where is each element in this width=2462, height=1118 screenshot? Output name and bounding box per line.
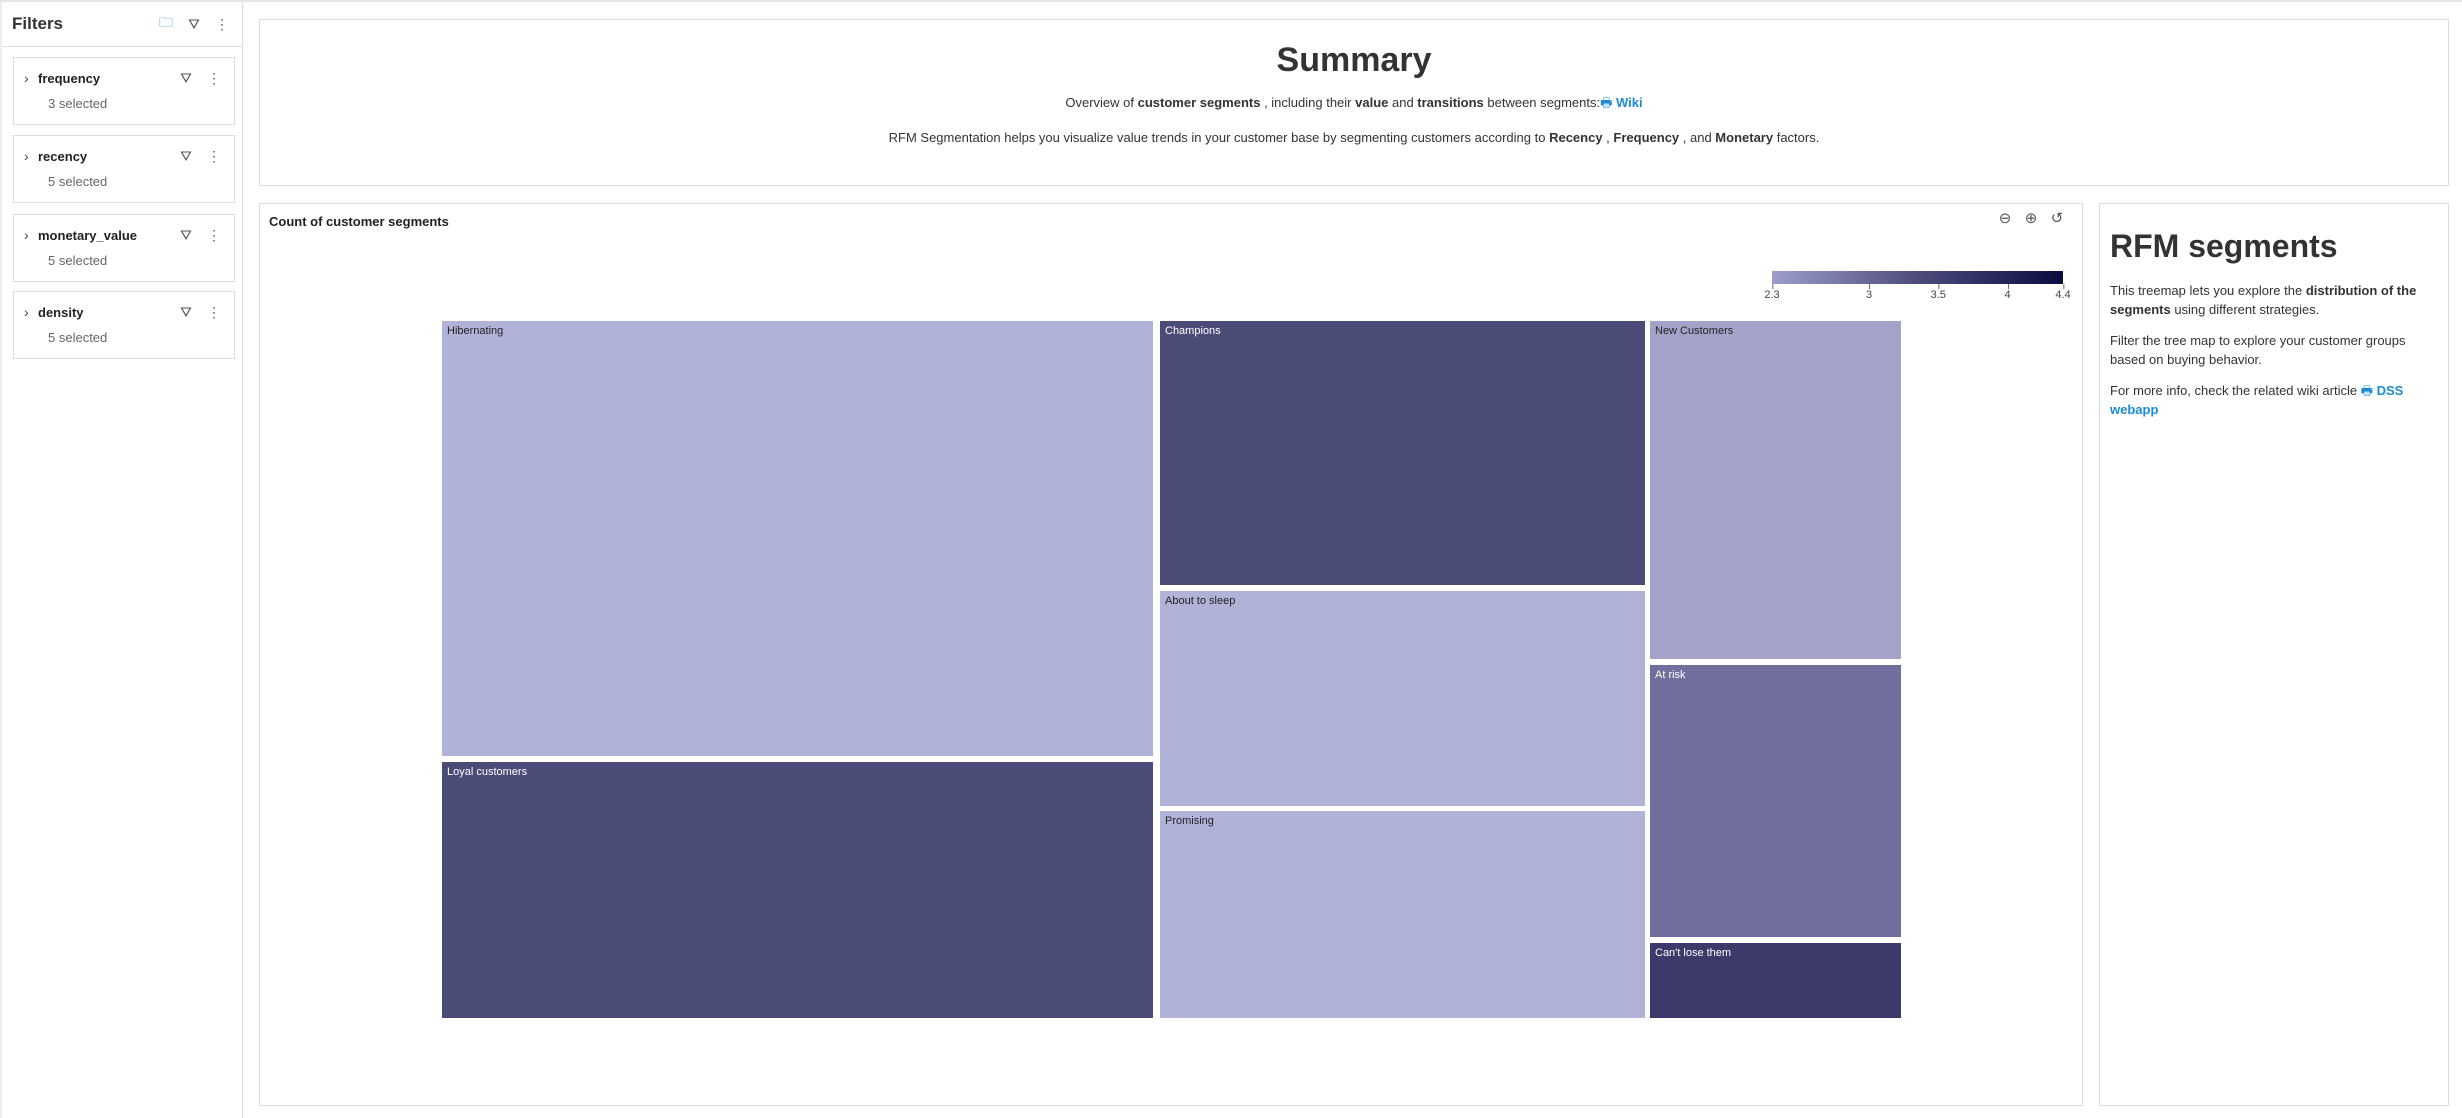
clear-filter-icon[interactable]: ⛛ — [188, 15, 200, 32]
rfm-text-2: Filter the tree map to explore your cust… — [2110, 333, 2406, 367]
folder-icon[interactable]: 🗀 — [159, 14, 173, 30]
zoom-out-icon[interactable]: ⊖ — [1998, 210, 2012, 227]
summary-overview: Overview of customer segments , includin… — [1065, 95, 1643, 110]
filters-title: Filters — [12, 14, 64, 33]
treemap-cell-can-t-lose-them[interactable]: Can't lose them — [1650, 943, 1901, 1018]
more-options-icon[interactable]: ⋮ — [207, 303, 221, 320]
filter-status: 5 selected — [48, 253, 108, 268]
cell-label: At risk — [1655, 669, 1686, 681]
filter-card-frequency[interactable]: › frequency ⛛ ⋮ 3 selected — [13, 57, 235, 125]
treemap-cell-hibernating[interactable]: Hibernating — [442, 321, 1153, 756]
wiki-link[interactable]: Wiki — [1616, 95, 1643, 110]
legend-tick: 2.3 — [1764, 284, 1780, 301]
wiki-icon: 🖶 — [2360, 383, 2377, 398]
legend-tick: 3 — [1866, 284, 1872, 301]
clear-filter-icon[interactable]: ⛛ — [180, 147, 192, 164]
top-border — [0, 0, 2462, 2]
filter-status: 3 selected — [48, 96, 108, 111]
chevron-right-icon[interactable]: › — [24, 227, 29, 243]
chart-title: Count of customer segments — [269, 214, 449, 229]
legend-tick: 4 — [2005, 284, 2011, 301]
wiki-icon: 🖶 — [1600, 95, 1617, 110]
filter-card-recency[interactable]: › recency ⛛ ⋮ 5 selected — [13, 135, 235, 203]
filter-name: monetary_value — [38, 227, 137, 243]
clear-filter-icon[interactable]: ⛛ — [180, 69, 192, 86]
cell-label: Promising — [1165, 815, 1214, 827]
treemap-cell-loyal-customers[interactable]: Loyal customers — [442, 762, 1153, 1018]
treemap-cell-at-risk[interactable]: At risk — [1650, 665, 1901, 937]
cell-label: Champions — [1165, 325, 1221, 337]
chevron-right-icon[interactable]: › — [24, 148, 29, 164]
cell-label: Loyal customers — [447, 766, 528, 778]
treemap-cell-promising[interactable]: Promising — [1160, 811, 1645, 1018]
filter-status: 5 selected — [48, 330, 108, 345]
color-legend: 2.3 3 3.5 4 4.4 — [1764, 271, 2071, 302]
summary-title: Summary — [1276, 41, 1432, 79]
more-options-icon[interactable]: ⋮ — [207, 69, 221, 86]
rfm-text-3: For more info, check the related wiki ar… — [2110, 383, 2404, 417]
treemap-cell-about-to-sleep[interactable]: About to sleep — [1160, 591, 1645, 806]
clear-filter-icon[interactable]: ⛛ — [180, 226, 192, 243]
reset-icon[interactable]: ↺ — [2050, 210, 2064, 227]
filters-header: Filters 🗀 ⛛ ⋮ — [2, 2, 242, 47]
filter-status: 5 selected — [48, 174, 108, 189]
clear-filter-icon[interactable]: ⛛ — [180, 303, 192, 320]
filter-card-monetary_value[interactable]: › monetary_value ⛛ ⋮ 5 selected — [13, 214, 235, 282]
more-options-icon[interactable]: ⋮ — [207, 226, 221, 243]
legend-tick: 3.5 — [1931, 284, 1946, 301]
filter-name: recency — [38, 148, 88, 164]
cell-label: Hibernating — [447, 325, 504, 337]
more-options-icon[interactable]: ⋮ — [215, 15, 229, 32]
dss-webapp-link[interactable]: DSS webapp — [2110, 383, 2404, 417]
rfm-info-panel: RFM segments This treemap lets you explo… — [2099, 203, 2449, 1106]
filter-name: frequency — [38, 70, 101, 86]
filters-sidebar: Filters 🗀 ⛛ ⋮ › frequency ⛛ ⋮ 3 selected › rec… — [0, 2, 243, 1118]
rfm-title: RFM segments — [2110, 228, 2338, 264]
rfm-text-1: This treemap lets you explore the distri… — [2110, 283, 2417, 317]
zoom-in-icon[interactable]: ⊕ — [2024, 210, 2038, 227]
treemap-panel: Count of customer segments ⊖ ⊕ ↺ 2.3 3 3.5… — [259, 203, 2083, 1106]
more-options-icon[interactable]: ⋮ — [207, 147, 221, 164]
cell-label: Can't lose them — [1655, 947, 1732, 959]
chevron-right-icon[interactable]: › — [24, 70, 29, 86]
treemap-cell-champions[interactable]: Champions — [1160, 321, 1645, 585]
filter-card-density[interactable]: › density ⛛ ⋮ 5 selected — [13, 291, 235, 359]
treemap-cell-new-customers[interactable]: New Customers — [1650, 321, 1901, 659]
cell-label: About to sleep — [1165, 595, 1236, 607]
summary-description: RFM Segmentation helps you visualize val… — [888, 130, 1820, 145]
filter-name: density — [38, 304, 84, 320]
summary-panel: Summary Overview of customer segments , … — [259, 19, 2449, 186]
cell-label: New Customers — [1655, 325, 1734, 337]
legend-tick: 4.4 — [2055, 284, 2071, 301]
chevron-right-icon[interactable]: › — [24, 304, 29, 320]
color-legend-bar — [1772, 271, 2063, 284]
